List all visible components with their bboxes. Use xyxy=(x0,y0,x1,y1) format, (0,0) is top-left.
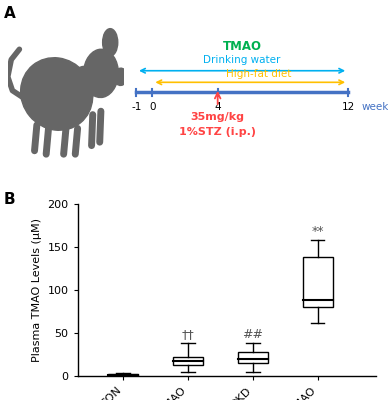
Y-axis label: Plasma TMAO Levels (μM): Plasma TMAO Levels (μM) xyxy=(32,218,42,362)
Bar xyxy=(109,374,138,376)
Text: ††: †† xyxy=(182,328,194,341)
Text: 12: 12 xyxy=(341,102,355,112)
Ellipse shape xyxy=(102,29,118,56)
Ellipse shape xyxy=(21,58,93,130)
Text: 0: 0 xyxy=(149,102,156,112)
Text: week: week xyxy=(361,102,388,112)
Bar xyxy=(173,357,203,365)
Text: -1: -1 xyxy=(131,102,141,112)
Text: TMAO: TMAO xyxy=(223,40,262,53)
Ellipse shape xyxy=(72,66,95,104)
Text: Drinking water: Drinking water xyxy=(203,56,281,66)
Text: 35mg/kg: 35mg/kg xyxy=(191,112,245,122)
Text: High-fat diet: High-fat diet xyxy=(226,69,291,79)
Ellipse shape xyxy=(114,68,128,86)
Text: A: A xyxy=(4,6,16,21)
Text: **: ** xyxy=(312,224,324,238)
Text: B: B xyxy=(4,192,16,207)
Bar xyxy=(303,257,333,307)
Bar xyxy=(238,352,268,363)
Text: 1%STZ (i.p.): 1%STZ (i.p.) xyxy=(179,128,256,138)
Ellipse shape xyxy=(83,49,118,98)
Text: ##: ## xyxy=(242,328,263,341)
Text: 4: 4 xyxy=(214,102,221,112)
